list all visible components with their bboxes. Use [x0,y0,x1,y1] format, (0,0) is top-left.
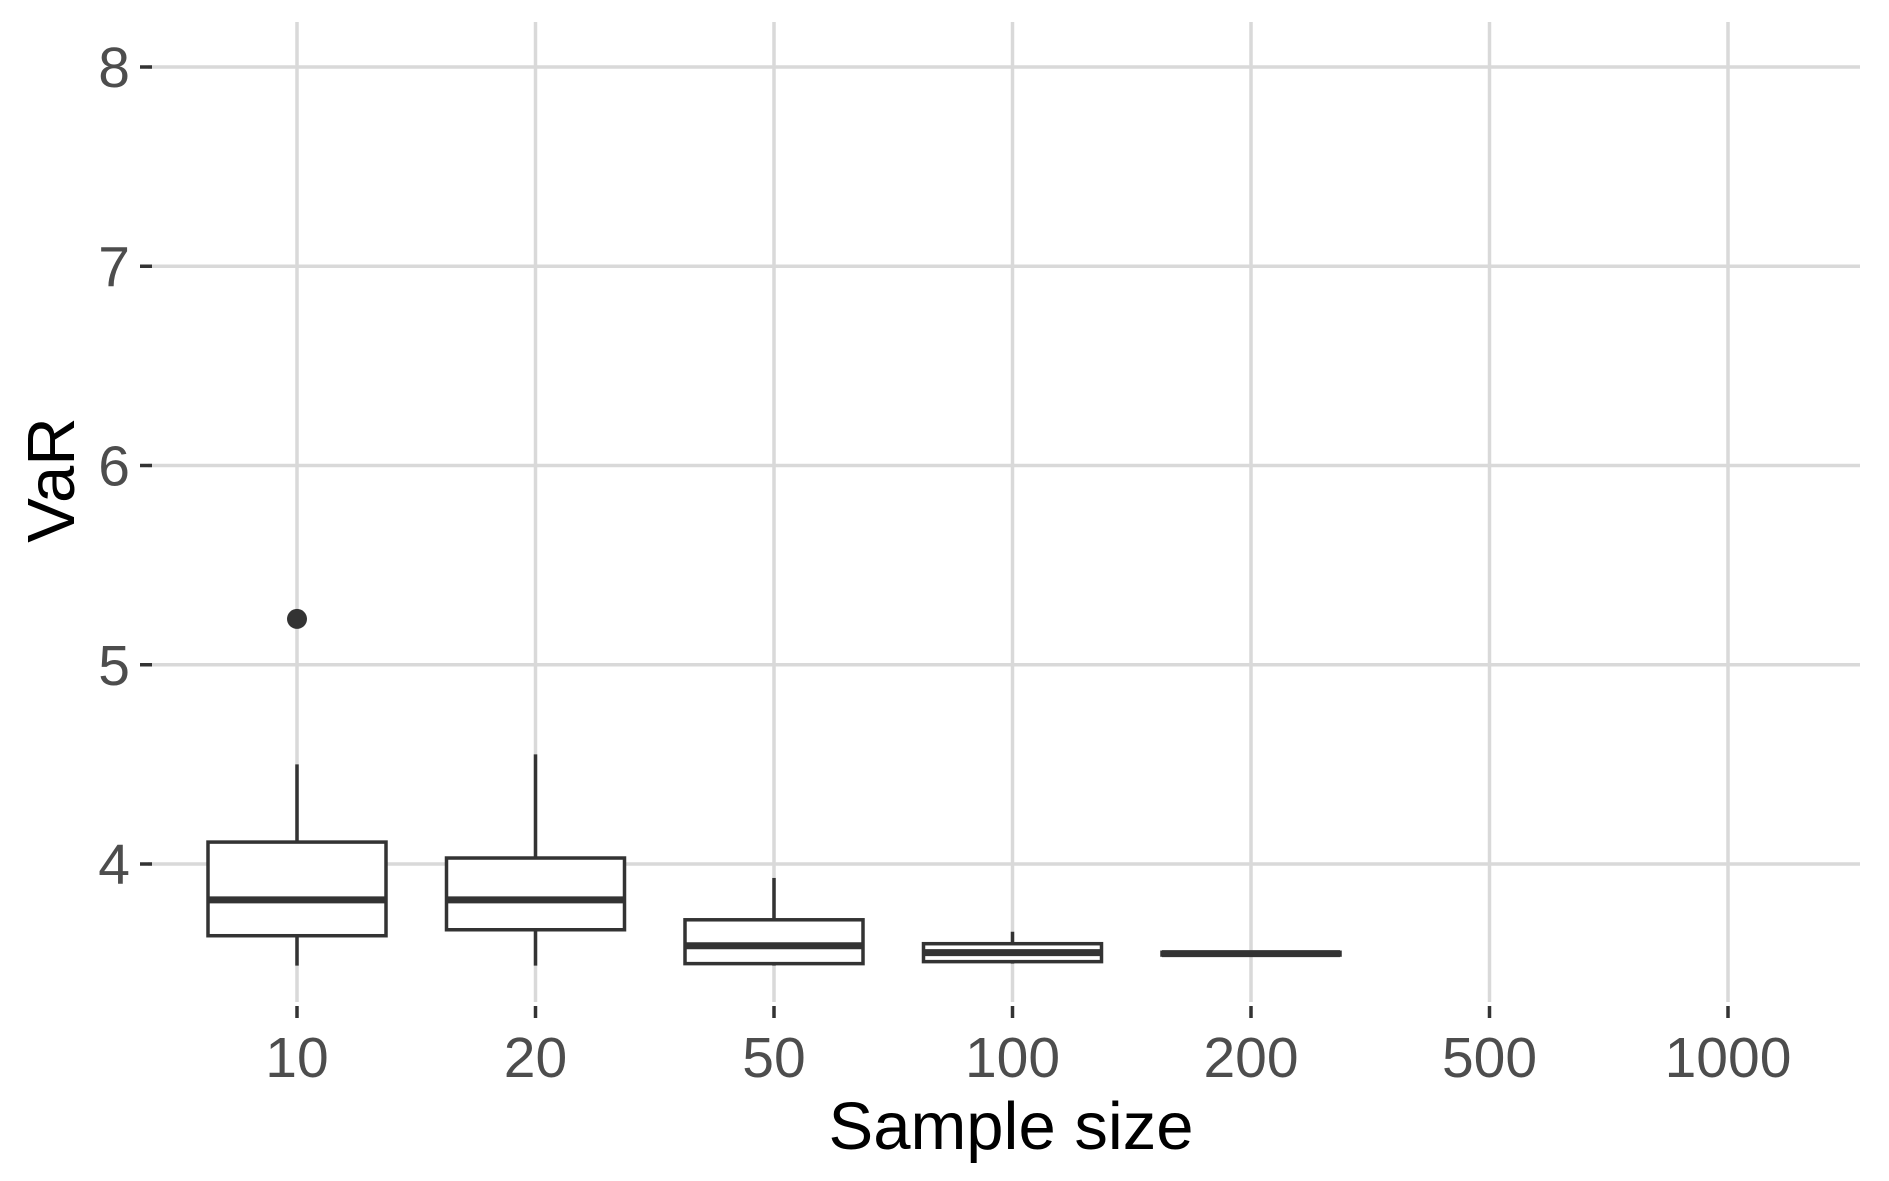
x-tick-label: 1000 [1665,1026,1792,1090]
x-tick-label: 20 [504,1026,567,1090]
box-body [444,856,627,932]
y-axis: 4 5 6 7 8 [98,36,152,897]
x-axis-title: Sample size [829,1089,1194,1164]
x-tick-label: 50 [742,1026,805,1090]
y-tick-label: 5 [98,634,130,698]
y-axis-title: VaR [14,417,89,542]
box-body [683,918,865,966]
box-series [206,608,1342,966]
box-body [206,840,388,938]
box-20 [444,754,627,966]
x-tick-label: 200 [1203,1026,1298,1090]
y-gridlines [148,65,1860,866]
y-tick-label: 4 [98,833,130,897]
outlier-point [287,608,307,629]
x-tick-label: 10 [265,1026,328,1090]
x-axis: 10 20 50 100 200 500 1000 [265,1006,1791,1090]
box-50 [683,877,865,966]
y-tick-label: 8 [98,36,130,100]
x-gridlines [295,22,1730,1002]
x-tick-label: 500 [1442,1026,1537,1090]
y-tick-label: 6 [98,435,130,499]
box-200 [1160,950,1342,958]
x-tick-label: 100 [965,1026,1060,1090]
y-tick-label: 7 [98,235,130,299]
box-10 [206,608,388,966]
box-100 [921,931,1104,964]
